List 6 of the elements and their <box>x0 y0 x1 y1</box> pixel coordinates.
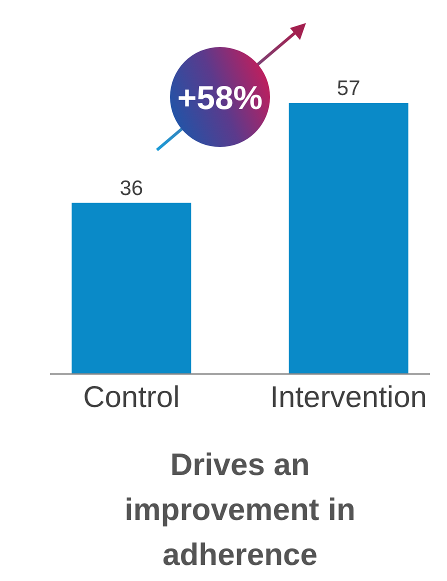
x-tick-label: Intervention <box>270 381 427 414</box>
text: Drives an improvement in adherence <box>124 447 356 572</box>
x-tick-label: Control <box>83 381 180 414</box>
data-label: 36 <box>120 176 144 200</box>
annotation: +58% <box>177 79 263 116</box>
data-label: 57 <box>336 77 360 100</box>
